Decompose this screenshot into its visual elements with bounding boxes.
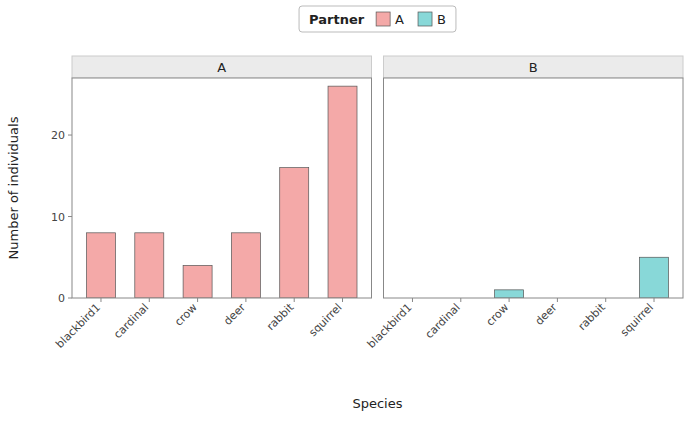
bar [86, 233, 115, 298]
y-tick-label: 10 [51, 211, 65, 224]
y-tick-label: 0 [58, 292, 65, 305]
legend-title: Partner [309, 12, 365, 27]
x-axis-label: Species [352, 396, 402, 411]
x-tick-label: cardinal [423, 301, 463, 341]
strip [72, 56, 372, 78]
bar [231, 233, 260, 298]
x-tick [654, 298, 655, 302]
x-tick-label: squirrel [306, 301, 344, 339]
strip [384, 56, 684, 78]
bar [135, 233, 164, 298]
legend: Partner A B [299, 6, 456, 32]
bar [328, 86, 357, 298]
x-tick [509, 298, 510, 302]
background [0, 0, 693, 422]
x-tick [245, 298, 246, 302]
x-tick-label: crow [172, 301, 200, 329]
legend-swatch [418, 12, 432, 26]
strip-label: A [217, 60, 226, 75]
x-tick-label: deer [221, 301, 248, 328]
bar [183, 265, 212, 298]
x-tick [605, 298, 606, 302]
y-tick-label: 20 [51, 129, 65, 142]
plot-area [72, 78, 372, 298]
x-tick-label: rabbit [576, 300, 609, 333]
bars [86, 86, 357, 298]
x-tick-label: rabbit [264, 300, 297, 333]
x-tick [342, 298, 343, 302]
x-tick [557, 298, 558, 302]
x-tick-label: blackbird1 [53, 301, 103, 351]
panel: Bblackbird1cardinal crow deer rabbit squirre… [365, 56, 683, 351]
plot-area [384, 78, 684, 298]
x-tick-label: cardinal [111, 301, 151, 341]
chart: PartnerABA01020blackbird1cardinalcrowdee… [0, 0, 693, 422]
x-tick-label: deer [533, 301, 560, 328]
legend-frame [299, 6, 456, 32]
x-tick-label: crow [484, 301, 512, 329]
y-tick [68, 216, 72, 217]
bar [640, 257, 669, 298]
panel: A 0 10 20 blackbird1cardinal crow deer rabbit sq… [51, 56, 372, 351]
bars [495, 257, 669, 298]
x-tick [100, 298, 101, 302]
x-tick [460, 298, 461, 302]
x-tick-label: squirrel [618, 301, 656, 339]
y-axis-label: Number of individuals [6, 116, 21, 259]
x-tick [197, 298, 198, 302]
y-tick [68, 135, 72, 136]
x-tick [412, 298, 413, 302]
x-tick-label: blackbird1 [365, 301, 415, 351]
x-tick [149, 298, 150, 302]
strip-label: B [529, 60, 538, 75]
legend-label: B [437, 12, 446, 27]
legend-swatch [376, 12, 390, 26]
bar [280, 168, 309, 298]
x-tick [294, 298, 295, 302]
plot-frame [72, 78, 372, 298]
plot-frame [384, 78, 684, 298]
legend-label: A [395, 12, 404, 27]
y-tick [68, 298, 72, 299]
bar [495, 290, 524, 298]
